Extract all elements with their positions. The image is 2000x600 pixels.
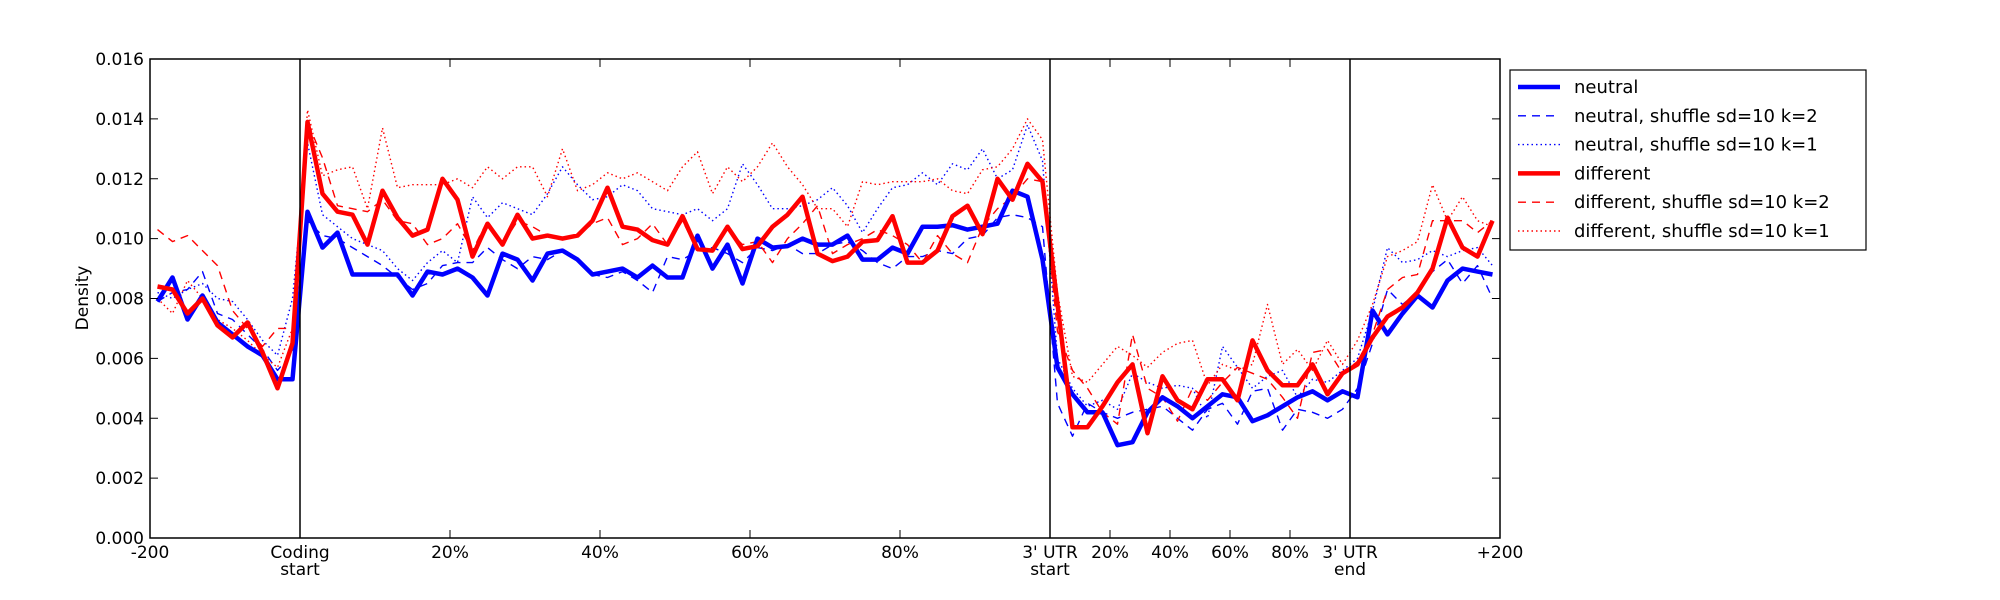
legend-label: neutral, shuffle sd=10 k=1 xyxy=(1574,135,1818,156)
x-tick-label: 60% xyxy=(731,543,769,563)
y-tick-label: 0.006 xyxy=(95,349,144,369)
legend-entry: different xyxy=(1518,163,1650,184)
x-tick-label: 80% xyxy=(1271,543,1309,563)
legend-label: neutral xyxy=(1574,77,1638,98)
series-line-different xyxy=(157,119,1495,436)
y-tick-label: 0.012 xyxy=(95,170,144,190)
x-tick-label: 40% xyxy=(1151,543,1189,563)
y-tick-label: 0.004 xyxy=(95,409,144,429)
x-tick-label: 20% xyxy=(1091,543,1129,563)
y-axis-label: Density xyxy=(73,266,93,331)
legend-label: different, shuffle sd=10 k=1 xyxy=(1574,221,1830,242)
y-tick-label: 0.010 xyxy=(95,230,144,250)
y-tick-label: 0.000 xyxy=(95,529,144,549)
series-layer xyxy=(155,109,1495,448)
legend: neutral neutral, shuffle sd=10 k=2 neutral… xyxy=(1509,69,1867,251)
legend-label: neutral, shuffle sd=10 k=2 xyxy=(1574,106,1818,127)
y-tick-label: 0.014 xyxy=(95,110,144,130)
x-tick-label: Coding start xyxy=(270,543,329,580)
legend-entry: different, shuffle sd=10 k=1 xyxy=(1518,221,1830,242)
x-tick-label: 3' UTR start xyxy=(1022,543,1078,580)
x-tick-label: 20% xyxy=(431,543,469,563)
series-line-neutral xyxy=(155,188,1493,448)
legend-label: different xyxy=(1574,163,1650,184)
plot-frame xyxy=(149,58,1501,539)
legend-entry: neutral xyxy=(1518,77,1638,98)
legend-box xyxy=(1509,69,1867,251)
series-line-neutral-shuffle-sd-10-k-2 xyxy=(157,213,1494,437)
y-tick-label: 0.016 xyxy=(95,50,144,70)
axes-layer: 0.000 0.002 0.004 0.006 0.008 0.010 0.012 0.014… xyxy=(95,50,1523,580)
x-tick-label: +200 xyxy=(1477,543,1524,563)
x-tick-label: 3' UTR end xyxy=(1322,543,1378,580)
legend-label: different, shuffle sd=10 k=2 xyxy=(1574,192,1830,213)
x-tick-label: 40% xyxy=(581,543,619,563)
x-tick-label: 80% xyxy=(881,543,919,563)
y-tick-label: 0.002 xyxy=(95,469,144,489)
x-tick-label: 60% xyxy=(1211,543,1249,563)
legend-entry: different, shuffle sd=10 k=2 xyxy=(1518,192,1830,213)
series-line-neutral-shuffle-sd-10-k-1 xyxy=(157,124,1494,419)
legend-entry: neutral, shuffle sd=10 k=1 xyxy=(1518,135,1818,156)
series-line-different-shuffle-sd-10-k-1 xyxy=(157,109,1493,386)
y-tick-label: 0.008 xyxy=(95,290,144,310)
legend-entry: neutral, shuffle sd=10 k=2 xyxy=(1518,106,1818,127)
x-tick-label: -200 xyxy=(131,543,170,563)
